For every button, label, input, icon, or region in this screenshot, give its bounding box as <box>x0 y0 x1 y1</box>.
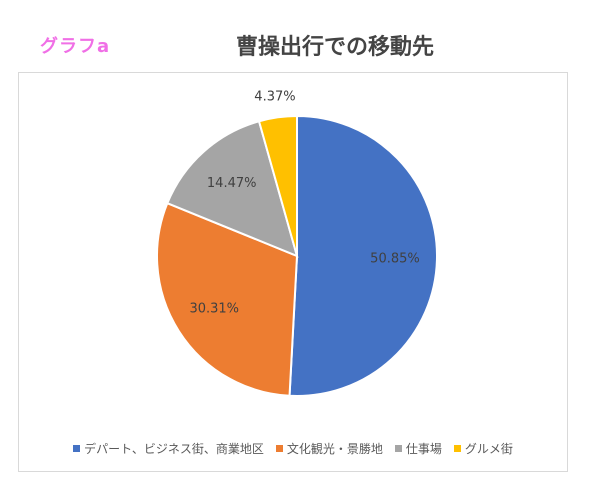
chart-label: グラフa <box>40 36 111 57</box>
legend-label: デパート、ビジネス街、商業地区 <box>84 442 264 456</box>
data-label: 30.31% <box>189 301 239 316</box>
legend-swatch <box>73 445 81 452</box>
pie-slice <box>166 120 299 258</box>
legend-item: グルメ街 <box>453 440 513 457</box>
data-label: 14.47% <box>207 176 257 191</box>
legend-item: デパート、ビジネス街、商業地区 <box>73 440 264 457</box>
legend-label: グルメ街 <box>464 442 513 456</box>
legend-label: 文化観光・景勝地 <box>286 442 383 456</box>
chart-title: 曹操出行での移動先 <box>236 35 435 60</box>
data-label: 4.37% <box>254 90 295 105</box>
legend-item: 仕事場 <box>394 440 442 457</box>
legend-label: 仕事場 <box>405 442 442 456</box>
legend-swatch <box>394 445 402 452</box>
legend-swatch <box>275 445 283 452</box>
legend: デパート、ビジネス街、商業地区 文化観光・景勝地 仕事場 グルメ街 <box>18 440 568 457</box>
pie-slice <box>156 201 299 397</box>
legend-item: 文化観光・景勝地 <box>275 440 383 457</box>
legend-swatch <box>453 445 461 452</box>
pie-slice <box>257 114 298 257</box>
pie-slice <box>288 114 438 397</box>
data-label: 50.85% <box>370 252 420 267</box>
